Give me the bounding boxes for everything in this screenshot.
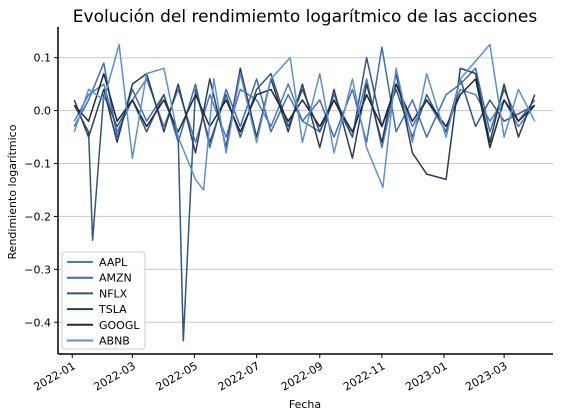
legend-label-amzn: AMZN <box>99 272 132 285</box>
x-tick-label: 2022-03 <box>92 359 138 393</box>
y-ticks: 0.1 0.0 −0.1 −0.2 −0.3 −0.4 <box>24 52 58 329</box>
x-tick-label: 2022-09 <box>279 359 325 393</box>
y-tick-label: −0.3 <box>24 263 51 276</box>
series-line-abnb <box>73 43 536 191</box>
y-axis-label: Rendimiento logarítmico <box>6 124 19 259</box>
axes <box>57 27 553 355</box>
legend-label-abnb: ABNB <box>99 335 130 348</box>
y-tick-label: −0.2 <box>24 210 51 223</box>
x-tick-label: 2023-01 <box>403 359 449 393</box>
y-tick-label: 0.0 <box>34 105 52 118</box>
legend-label-tsla: TSLA <box>98 303 127 316</box>
legend-label-aapl: AAPL <box>99 256 128 269</box>
x-tick-label: 2022-11 <box>341 359 387 393</box>
x-tick-label: 2022-07 <box>216 359 262 393</box>
x-tick-label: 2022-01 <box>31 359 77 393</box>
legend: AAPL AMZN NFLX TSLA GOOGL ABNB <box>61 251 146 350</box>
x-tick-label: 2022-05 <box>154 359 200 393</box>
series-line-amzn <box>73 46 536 149</box>
series-lines <box>73 43 536 342</box>
y-tick-label: −0.1 <box>24 158 51 171</box>
y-tick-label: 0.1 <box>34 52 52 65</box>
legend-label-googl: GOOGL <box>99 319 140 332</box>
x-tick-label: 2023-03 <box>463 359 509 393</box>
chart-title: Evolución del rendimiemto logarítmico de… <box>73 7 538 27</box>
series-line-googl <box>73 72 536 149</box>
legend-label-nflx: NFLX <box>99 287 128 300</box>
y-tick-label: −0.4 <box>24 316 51 329</box>
x-ticks: 2022-01 2022-03 2022-05 2022-07 2022-09 2022-… <box>31 354 510 394</box>
x-axis-label: Fecha <box>289 398 321 411</box>
